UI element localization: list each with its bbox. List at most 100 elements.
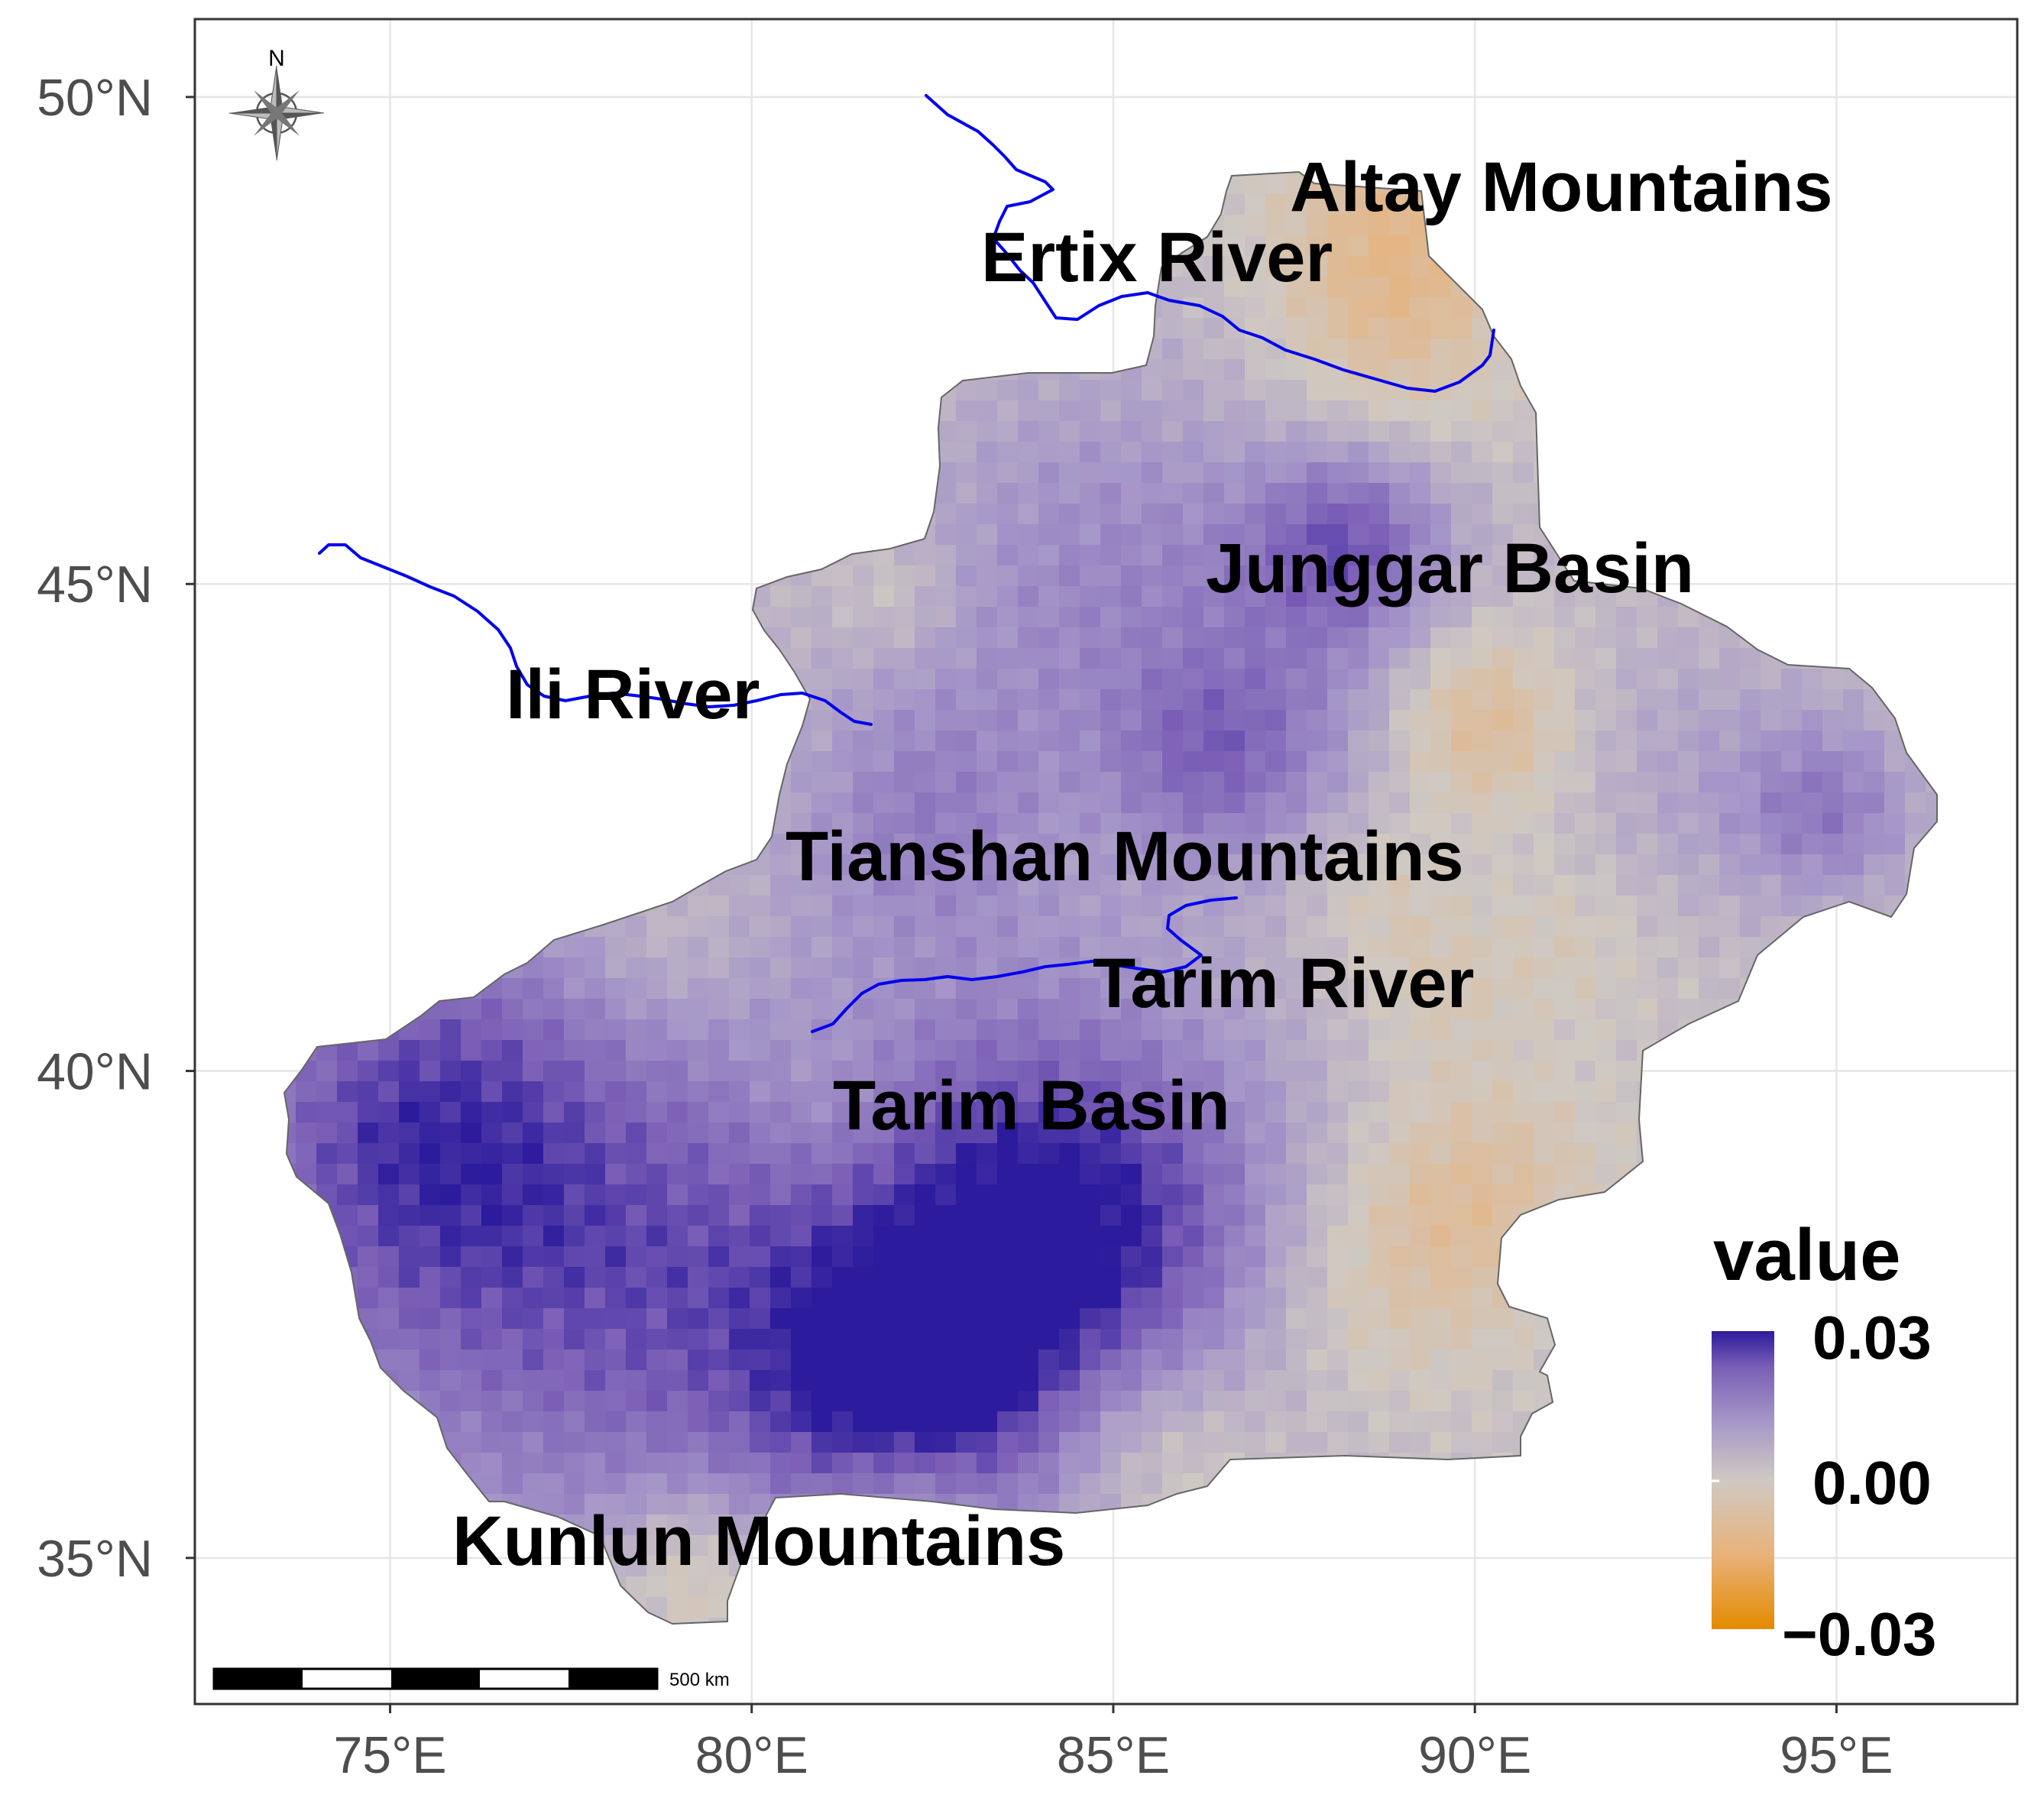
raster-cell — [832, 1184, 854, 1206]
raster-cell — [1348, 957, 1369, 979]
raster-cell — [1162, 978, 1184, 999]
raster-cell — [956, 1184, 977, 1206]
raster-cell — [1183, 1143, 1204, 1165]
raster-cell — [1575, 1102, 1596, 1123]
raster-cell — [1038, 1226, 1060, 1247]
raster-cell — [1142, 834, 1163, 855]
raster-cell — [667, 937, 688, 958]
raster-cell — [832, 957, 854, 979]
raster-cell — [1781, 710, 1803, 731]
raster-cell — [1327, 1061, 1349, 1082]
raster-cell — [894, 1040, 915, 1061]
raster-cell — [873, 1308, 895, 1330]
raster-cell — [873, 957, 895, 979]
raster-cell — [770, 1061, 792, 1082]
raster-cell — [1265, 875, 1287, 896]
raster-cell — [935, 1308, 957, 1330]
raster-cell — [1761, 896, 1782, 917]
raster-cell — [915, 1226, 936, 1247]
raster-cell — [1430, 586, 1452, 607]
raster-cell — [1513, 772, 1534, 793]
raster-cell — [1080, 792, 1101, 814]
raster-cell — [1430, 483, 1452, 504]
raster-cell — [1348, 586, 1369, 607]
raster-cell — [1472, 731, 1493, 752]
raster-cell — [1162, 1329, 1184, 1350]
raster-cell — [1472, 421, 1493, 442]
raster-cell — [1657, 937, 1679, 958]
raster-cell — [832, 669, 854, 690]
raster-cell — [1430, 442, 1452, 463]
raster-cell — [1307, 772, 1328, 793]
raster-cell — [977, 1061, 998, 1082]
raster-cell — [1327, 545, 1349, 566]
raster-cell — [1348, 1123, 1369, 1144]
raster-cell — [1678, 854, 1699, 876]
raster-cell — [564, 1329, 585, 1350]
raster-cell — [1719, 875, 1741, 896]
raster-cell — [564, 937, 585, 958]
raster-cell — [853, 1019, 874, 1041]
raster-cell — [1038, 792, 1060, 814]
raster-cell — [956, 1226, 977, 1247]
raster-cell — [1616, 1040, 1637, 1061]
raster-cell — [1142, 854, 1163, 876]
raster-cell — [1038, 1205, 1060, 1226]
raster-cell — [1884, 854, 1906, 876]
raster-cell — [1348, 1226, 1369, 1247]
raster-cell — [1616, 1061, 1637, 1082]
raster-cell — [1472, 1081, 1493, 1103]
raster-cell — [1245, 1288, 1266, 1309]
raster-cell — [399, 1102, 420, 1123]
raster-cell — [1430, 813, 1452, 834]
raster-cell — [523, 1246, 544, 1268]
raster-cell — [1492, 1123, 1514, 1144]
raster-cell — [1018, 792, 1039, 814]
raster-cell — [1307, 1308, 1328, 1330]
raster-cell — [977, 1205, 998, 1226]
raster-cell — [1369, 400, 1390, 422]
raster-cell — [1554, 916, 1576, 938]
raster-cell — [1554, 813, 1576, 834]
raster-cell — [1595, 834, 1617, 855]
raster-cell — [1265, 751, 1287, 773]
raster-cell — [1183, 524, 1204, 546]
raster-cell — [419, 1081, 441, 1103]
raster-cell — [853, 834, 874, 855]
raster-cell — [378, 1081, 400, 1103]
raster-cell — [1080, 504, 1101, 525]
raster-cell — [378, 1349, 400, 1371]
raster-cell — [1142, 1184, 1163, 1206]
raster-cell — [853, 586, 874, 607]
raster-cell — [1183, 1308, 1204, 1330]
raster-cell — [729, 1349, 750, 1371]
raster-cell — [667, 1267, 688, 1288]
raster-cell — [1059, 731, 1080, 752]
raster-cell — [1327, 813, 1349, 834]
raster-cell — [873, 1061, 895, 1082]
raster-cell — [1307, 978, 1328, 999]
raster-cell — [708, 999, 730, 1020]
raster-cell — [811, 957, 833, 979]
raster-cell — [1451, 1102, 1472, 1123]
raster-cell — [894, 1184, 915, 1206]
raster-cell — [853, 1184, 874, 1206]
raster-cell — [1265, 937, 1287, 958]
raster-cell — [791, 875, 812, 896]
raster-cell — [894, 689, 915, 711]
raster-cell — [770, 1184, 792, 1206]
raster-cell — [1369, 504, 1390, 525]
raster-cell — [977, 1040, 998, 1061]
raster-cell — [1224, 1308, 1246, 1330]
raster-cell — [750, 875, 771, 896]
raster-cell — [1327, 689, 1349, 711]
raster-cell — [1472, 442, 1493, 463]
raster-cell — [1410, 586, 1431, 607]
raster-cell — [1224, 751, 1246, 773]
raster-cell — [667, 1411, 688, 1433]
raster-cell — [605, 1164, 627, 1185]
raster-cell — [1348, 1164, 1369, 1185]
raster-cell — [1492, 545, 1514, 566]
raster-cell — [1121, 1164, 1142, 1185]
raster-cell — [646, 1308, 668, 1330]
